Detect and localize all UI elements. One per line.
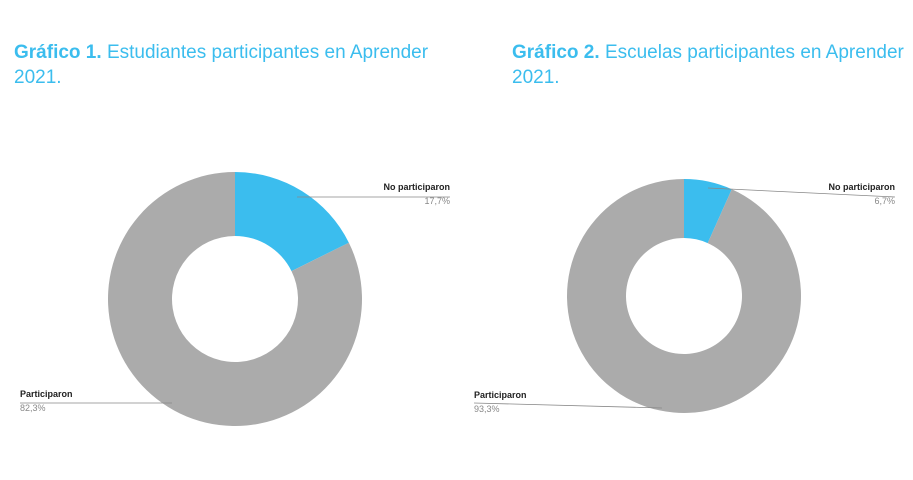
chart-1-title-text: Estudiantes participantes en Aprender 20… bbox=[14, 42, 429, 88]
chart-2-leader-line-1 bbox=[473, 402, 663, 409]
chart-2-label-0: No participaron bbox=[828, 182, 895, 192]
chart-2-label-1: Participaron bbox=[474, 390, 527, 400]
chart-1-label-1: Participaron bbox=[20, 389, 73, 399]
chart-1-slice-participaron bbox=[107, 172, 362, 426]
chart-1-value-label-0: 17,7% bbox=[424, 196, 450, 206]
chart-2-value-label-0: 6,7% bbox=[874, 196, 895, 206]
chart-1-title-number: Gráfico 1. bbox=[14, 42, 102, 63]
chart-1-title: Gráfico 1. Estudiantes participantes en … bbox=[14, 40, 444, 90]
chart-2-slice-participaron bbox=[567, 179, 802, 413]
chart-2-title: Gráfico 2. Escuelas participantes en Apr… bbox=[512, 40, 907, 90]
chart-2-title-number: Gráfico 2. bbox=[512, 42, 600, 63]
chart-2-title-text: Escuelas participantes en Aprender 2021. bbox=[512, 42, 904, 88]
chart-2-slice-no-participaron bbox=[684, 179, 732, 244]
chart-1-label-0: No participaron bbox=[383, 182, 450, 192]
chart-2-value-label-1: 93,3% bbox=[474, 404, 500, 414]
chart-2-leader-line-0 bbox=[707, 187, 896, 198]
chart-1-value-label-1: 82,3% bbox=[20, 403, 46, 413]
chart-1-slice-no-participaron bbox=[235, 172, 349, 272]
